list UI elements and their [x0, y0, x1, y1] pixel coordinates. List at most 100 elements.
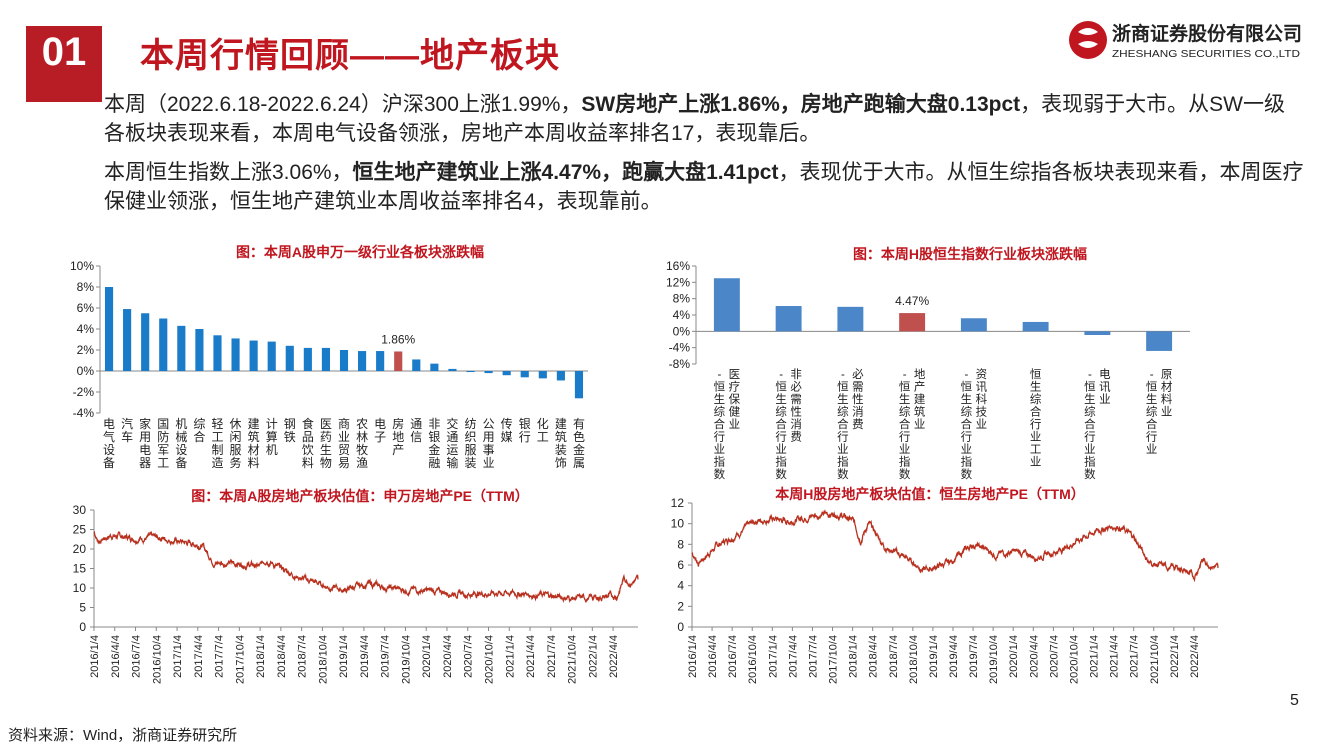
- category-label: 纺织服装: [465, 417, 477, 470]
- bar: [837, 306, 864, 332]
- x-tick-label: 2017/10/4: [828, 635, 840, 684]
- bar: [159, 318, 168, 371]
- x-tick-label: 2021/1/4: [504, 635, 516, 678]
- x-tick-label: 2021/7/4: [546, 635, 558, 678]
- bar: [376, 351, 385, 371]
- x-tick-label: 2021/10/4: [1149, 635, 1161, 684]
- x-tick-label: 2016/7/4: [131, 635, 143, 678]
- category-label: 机械设备: [175, 417, 187, 470]
- bar: [249, 340, 258, 371]
- category-label: 通信: [410, 417, 422, 444]
- bar: [1022, 321, 1049, 332]
- category-label: 非银金融: [428, 417, 440, 470]
- category-label: 银行: [519, 417, 531, 444]
- x-tick-label: 2017/1/4: [172, 635, 184, 678]
- y-tick-label: -4%: [669, 341, 691, 355]
- bar: [213, 335, 222, 371]
- bar: [394, 351, 403, 371]
- x-tick-label: 2017/1/4: [767, 635, 779, 678]
- bar: [104, 287, 114, 371]
- bar: [556, 371, 565, 381]
- y-tick-label: 2%: [77, 343, 95, 357]
- category-label: 医疗保健业-恒生综合行业指数: [714, 369, 741, 480]
- bar: [285, 345, 294, 371]
- category-label: 非必需性消费-恒生综合行业指数: [775, 368, 802, 480]
- category-label: 计算机: [266, 417, 278, 457]
- chart-title-sw-industry: 图：本周A股申万一级行业各板块涨跌幅: [235, 244, 485, 260]
- y-tick-label: 0: [677, 620, 684, 634]
- category-label: 国防军工: [157, 417, 169, 470]
- logo-en: ZHESHANG SECURITIES CO.,LTD: [1112, 49, 1300, 60]
- category-label: 商业贸易: [338, 416, 350, 470]
- logo-mark-icon: [1069, 21, 1107, 59]
- y-tick-label: 30: [73, 503, 87, 517]
- x-tick-label: 2021/4/4: [525, 635, 537, 678]
- y-tick-label: 2: [677, 599, 684, 613]
- x-tick-label: 2018/1/4: [848, 635, 860, 678]
- y-tick-label: 5: [79, 601, 86, 615]
- section-number: 01: [41, 30, 87, 74]
- chart-title-sw-pe: 图：本周A股房地产板块估值：申万房地产PE（TTM）: [191, 488, 529, 504]
- x-tick-label: 2019/10/4: [400, 635, 412, 684]
- x-tick-label: 2016/10/4: [151, 635, 163, 684]
- category-label: 房地产: [392, 416, 404, 457]
- x-tick-label: 2019/7/4: [380, 635, 392, 678]
- x-tick-label: 2017/7/4: [807, 635, 819, 678]
- x-tick-label: 2022/1/4: [1169, 635, 1181, 678]
- category-label: 钢铁: [284, 417, 296, 444]
- category-label: 化工: [537, 417, 549, 444]
- x-tick-label: 2016/7/4: [727, 635, 739, 678]
- y-tick-label: 10: [671, 517, 685, 531]
- data-label: 1.86%: [381, 332, 415, 346]
- section-badge: [26, 26, 102, 102]
- x-tick-label: 2016/1/4: [89, 635, 101, 678]
- x-tick-label: 2019/7/4: [968, 635, 980, 678]
- category-label: 医药生物: [320, 417, 332, 470]
- x-tick-label: 2019/10/4: [988, 635, 1000, 684]
- chart-title-hs-pe: 本周H股房地产板块估值：恒生房地产PE（TTM）: [775, 486, 1085, 502]
- y-tick-label: 8: [677, 537, 684, 551]
- company-logo: 浙商证券股份有限公司 ZHESHANG SECURITIES CO.,LTD: [1069, 21, 1302, 60]
- logo-cn: 浙商证券股份有限公司: [1112, 22, 1302, 45]
- y-tick-label: 4%: [77, 322, 95, 336]
- summary-paragraph-a-share: 本周（2022.6.18-2022.6.24）沪深300上涨1.99%，SW房地…: [104, 93, 1285, 145]
- x-tick-label: 2021/7/4: [1129, 635, 1141, 678]
- y-tick-label: 6: [677, 558, 684, 572]
- y-tick-label: 4%: [673, 308, 691, 322]
- category-label: 电气设备: [103, 417, 115, 470]
- y-tick-label: 8%: [673, 292, 691, 306]
- category-label: 建筑材料: [248, 417, 260, 470]
- x-tick-label: 2019/1/4: [338, 635, 350, 678]
- x-tick-label: 2018/10/4: [317, 635, 329, 684]
- y-tick-label: -8%: [669, 357, 691, 371]
- bar: [339, 350, 349, 371]
- y-tick-label: 25: [73, 523, 87, 537]
- chart-sw-industry: 10% 8% 6% 4% 2% 0% -2% -4% 1.86% 电气设备汽车家用电器国防军工机械…: [70, 259, 588, 470]
- y-tick-label: 8%: [77, 280, 95, 294]
- bar: [899, 313, 926, 332]
- bar: [123, 309, 132, 371]
- category-label: 轻工制造: [211, 417, 223, 470]
- category-label: 地产建筑业-恒生综合行业指数: [899, 368, 926, 480]
- x-tick-label: 2016/10/4: [747, 635, 759, 684]
- x-tick-label: 2020/7/4: [463, 635, 475, 678]
- category-label: 传媒: [501, 416, 513, 444]
- x-tick-label: 2020/10/4: [484, 635, 496, 684]
- bar: [1146, 331, 1173, 351]
- x-tick-label: 2018/7/4: [888, 635, 900, 678]
- x-tick-label: 2021/4/4: [1109, 635, 1121, 678]
- y-tick-label: 12%: [666, 275, 690, 289]
- bar: [484, 371, 493, 374]
- bar: [177, 325, 186, 371]
- x-tick-label: 2020/1/4: [421, 635, 433, 678]
- category-label: 资讯科技业-恒生综合行业指数: [961, 368, 988, 480]
- x-tick-label: 2019/4/4: [948, 635, 960, 678]
- category-label: 有色金属: [573, 417, 585, 470]
- category-label: 必需性消费-恒生综合行业指数: [837, 368, 864, 480]
- bar: [960, 318, 987, 332]
- x-tick-label: 2020/10/4: [1068, 635, 1080, 684]
- bar: [1084, 331, 1111, 336]
- chart-hs-industry: 16% 12% 8% 4% 0% -4% -8% 4.47% 医疗保健业-恒生综合行业指数 非必需…: [666, 259, 1190, 480]
